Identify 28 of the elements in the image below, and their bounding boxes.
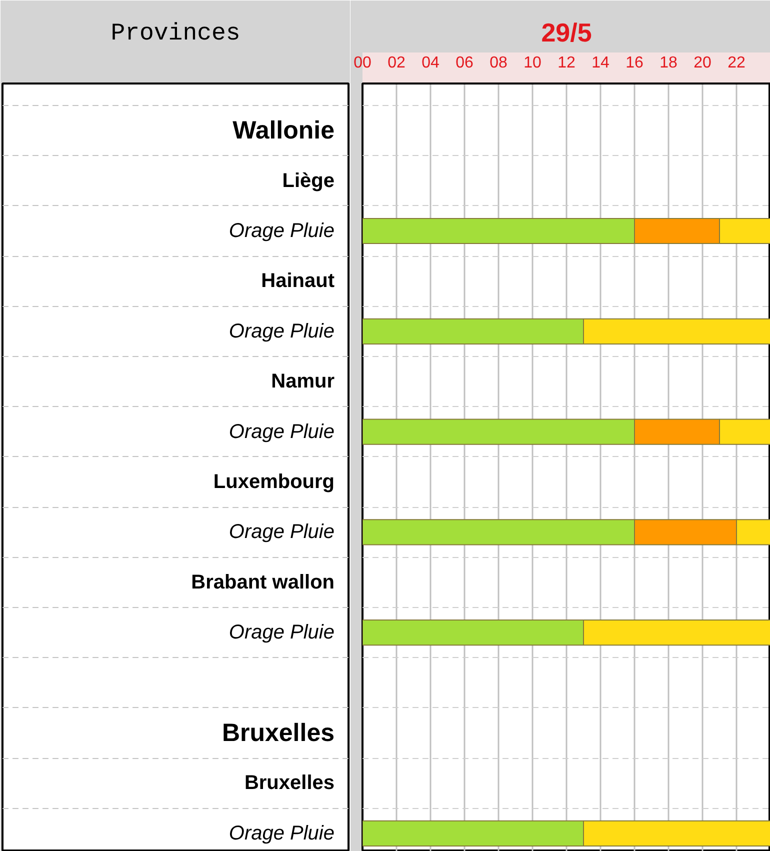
x-tick-label: 02: [388, 54, 406, 72]
y-tick-label: Orage Pluie: [228, 320, 335, 342]
y-tick-label: Luxembourg: [213, 471, 335, 493]
y-tick-label: Orage Pluie: [228, 220, 335, 242]
x-tick-label: 06: [456, 54, 474, 72]
x-tick-label: 10: [524, 54, 542, 72]
y-axis-title: Provinces: [110, 20, 240, 48]
y-tick-label: Orage Pluie: [228, 521, 335, 544]
x-tick-label: 20: [694, 54, 712, 72]
x-tick-label: 14: [592, 54, 610, 72]
x-tick-label: 04: [422, 54, 440, 72]
y-tick-label: Orage Pluie: [228, 622, 335, 644]
x-tick-label: 12: [558, 54, 576, 72]
y-tick-label: Namur: [271, 370, 335, 393]
chart-title: 29/5: [541, 18, 592, 48]
y-tick-label: Hainaut: [261, 270, 335, 292]
y-tick-label: Brabant wallon: [191, 571, 335, 594]
x-tick-label: 18: [660, 54, 678, 72]
y-tick-label: Bruxelles: [244, 772, 335, 794]
y-tick-label: Liège: [282, 170, 335, 192]
y-tick-label: Orage Pluie: [228, 822, 335, 844]
y-tick-label: Wallonie: [232, 116, 335, 145]
x-tick-label: 22: [728, 54, 746, 72]
y-tick-label: Bruxelles: [222, 719, 334, 747]
x-tick-label: 08: [490, 54, 508, 72]
x-tick-label: 00: [354, 54, 372, 72]
x-tick-label: 16: [626, 54, 644, 72]
y-tick-label: Orage Pluie: [228, 420, 335, 443]
